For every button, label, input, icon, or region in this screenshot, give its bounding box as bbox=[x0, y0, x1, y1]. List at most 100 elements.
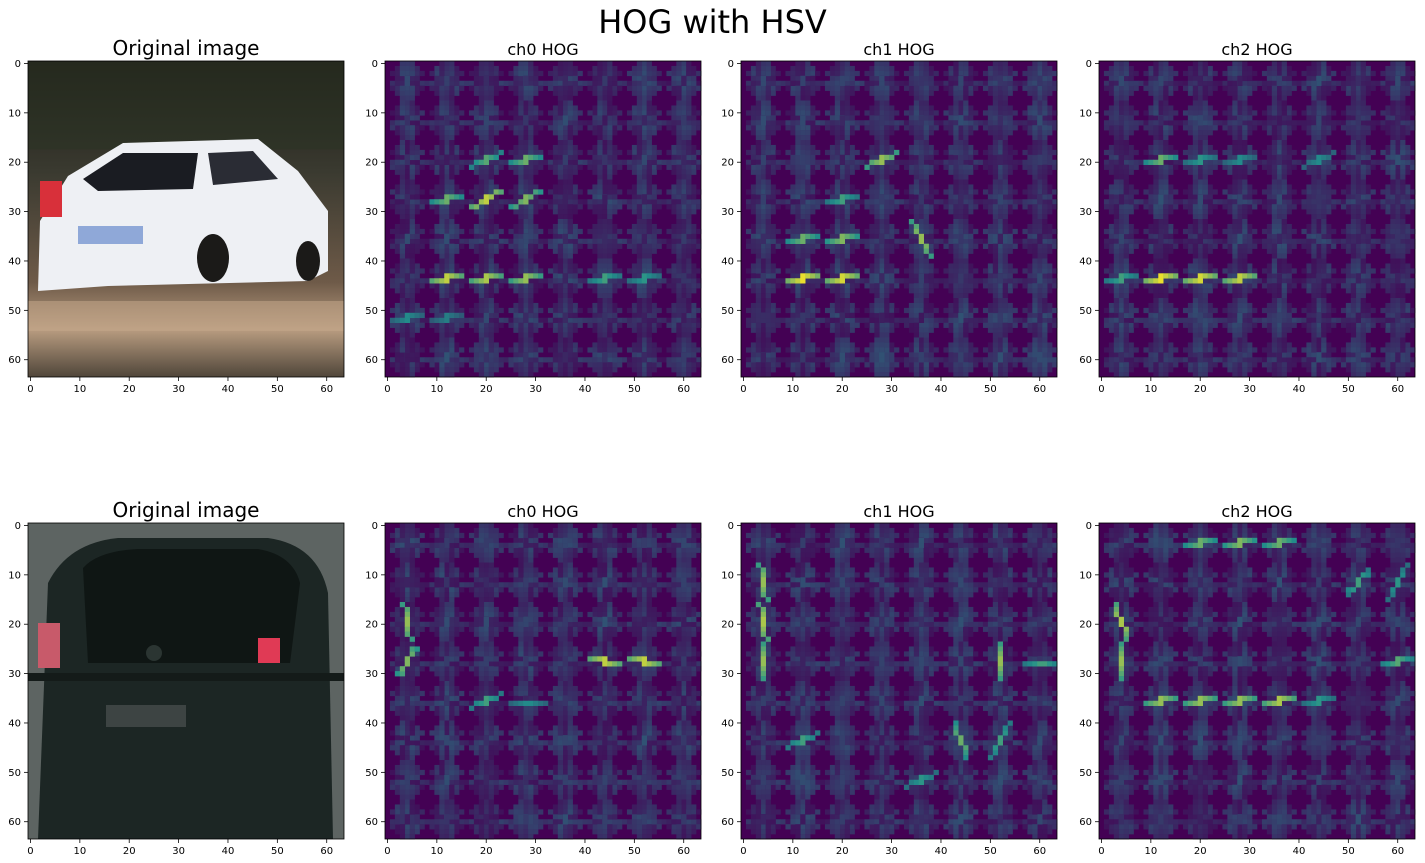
hog-pixel bbox=[646, 337, 652, 343]
hog-pixel bbox=[696, 322, 702, 328]
hog-pixel bbox=[641, 273, 647, 279]
hog-pixel bbox=[602, 307, 608, 314]
hog-pixel bbox=[592, 283, 598, 289]
hog-pixel bbox=[508, 357, 514, 363]
hog-pixel bbox=[567, 223, 573, 230]
hog-pixel bbox=[607, 169, 613, 175]
hog-pixel bbox=[404, 273, 410, 279]
hog-pixel bbox=[508, 322, 514, 328]
x-tick-label: 30 bbox=[529, 384, 542, 395]
hog-pixel bbox=[800, 65, 806, 72]
hog-pixel bbox=[676, 332, 682, 338]
hog-pixel bbox=[681, 130, 687, 136]
hog-pixel bbox=[439, 209, 445, 215]
hog-pixel bbox=[473, 228, 480, 235]
hog-pixel bbox=[641, 223, 647, 230]
hog-pixel bbox=[631, 302, 638, 309]
hog-pixel bbox=[597, 61, 603, 67]
hog-pixel bbox=[557, 65, 564, 72]
hog-pixel bbox=[879, 80, 885, 86]
hog-pixel bbox=[414, 307, 420, 314]
hog-pixel bbox=[552, 342, 559, 348]
hog-pixel bbox=[523, 154, 529, 161]
hog-pixel bbox=[973, 70, 979, 77]
hog-pixel bbox=[696, 347, 702, 353]
hog-pixel bbox=[602, 223, 608, 230]
hog-pixel bbox=[666, 189, 672, 195]
hog-pixel bbox=[790, 75, 796, 82]
hog-pixel bbox=[587, 189, 593, 195]
hog-pixel bbox=[468, 204, 475, 210]
hog-pixel bbox=[795, 125, 801, 131]
hog-pixel bbox=[824, 125, 831, 131]
hog-pixel bbox=[444, 125, 450, 131]
hog-pixel bbox=[607, 144, 613, 151]
hog-pixel bbox=[444, 278, 450, 284]
hog-pixel bbox=[612, 243, 618, 249]
hog-pixel bbox=[636, 317, 643, 323]
hog-pixel bbox=[597, 144, 603, 151]
hog-pixel bbox=[1042, 80, 1048, 86]
hog-pixel bbox=[444, 327, 450, 333]
hog-pixel bbox=[434, 209, 440, 215]
hog-pixel bbox=[518, 233, 524, 240]
hog-pixel bbox=[597, 302, 603, 309]
x-tick-label: 20 bbox=[123, 384, 136, 395]
hog-pixel bbox=[997, 90, 1003, 96]
hog-pixel bbox=[434, 80, 440, 86]
hog-pixel bbox=[449, 100, 455, 106]
hog-pixel bbox=[483, 258, 489, 264]
hog-pixel bbox=[533, 189, 539, 195]
hog-pixel bbox=[419, 125, 425, 131]
hog-pixel bbox=[414, 263, 420, 269]
hog-pixel bbox=[518, 288, 524, 294]
hog-pixel bbox=[543, 317, 549, 323]
hog-pixel bbox=[681, 204, 687, 210]
hog-pixel bbox=[533, 342, 539, 348]
hog-pixel bbox=[810, 80, 816, 86]
hog-pixel bbox=[691, 268, 697, 274]
hog-pixel bbox=[454, 204, 460, 210]
hog-pixel bbox=[434, 65, 440, 72]
hog-pixel bbox=[641, 105, 647, 111]
hog-pixel bbox=[577, 120, 583, 126]
hog-pixel bbox=[449, 278, 455, 284]
hog-pixel bbox=[587, 110, 593, 116]
hog-pixel bbox=[493, 248, 499, 254]
hog-pixel bbox=[454, 302, 460, 309]
hog-pixel bbox=[686, 135, 692, 141]
hog-pixel bbox=[493, 75, 499, 82]
hog-pixel bbox=[538, 322, 544, 328]
hog-pixel bbox=[612, 110, 618, 116]
hog-pixel bbox=[533, 209, 539, 215]
hog-pixel bbox=[454, 352, 460, 358]
hog-pixel bbox=[820, 80, 826, 86]
hog-pixel bbox=[671, 159, 677, 165]
hog-pixel bbox=[444, 307, 450, 314]
hog-pixel bbox=[478, 357, 485, 363]
hog-pixel bbox=[488, 90, 494, 96]
hog-pixel bbox=[478, 95, 485, 101]
hog-pixel bbox=[449, 332, 455, 338]
hog-pixel bbox=[389, 164, 396, 170]
hog-pixel bbox=[626, 268, 633, 274]
hog-pixel bbox=[552, 352, 559, 358]
hog-pixel bbox=[666, 283, 672, 289]
hog-pixel bbox=[607, 209, 613, 215]
hog-pixel bbox=[844, 110, 850, 116]
hog-pixel bbox=[389, 357, 396, 363]
hog-pixel bbox=[493, 65, 499, 72]
hog-pixel bbox=[394, 184, 401, 190]
hog-pixel bbox=[459, 85, 465, 91]
hog-pixel bbox=[454, 288, 460, 294]
hog-pixel bbox=[394, 273, 401, 279]
hog-pixel bbox=[439, 110, 445, 116]
hog-pixel bbox=[676, 322, 682, 328]
hog-pixel bbox=[389, 125, 396, 131]
hog-pixel bbox=[449, 144, 455, 151]
hog-pixel bbox=[493, 367, 499, 373]
hog-pixel bbox=[409, 85, 415, 91]
hog-pixel bbox=[597, 159, 603, 165]
hog-pixel bbox=[686, 120, 692, 126]
hog-pixel bbox=[992, 75, 999, 82]
